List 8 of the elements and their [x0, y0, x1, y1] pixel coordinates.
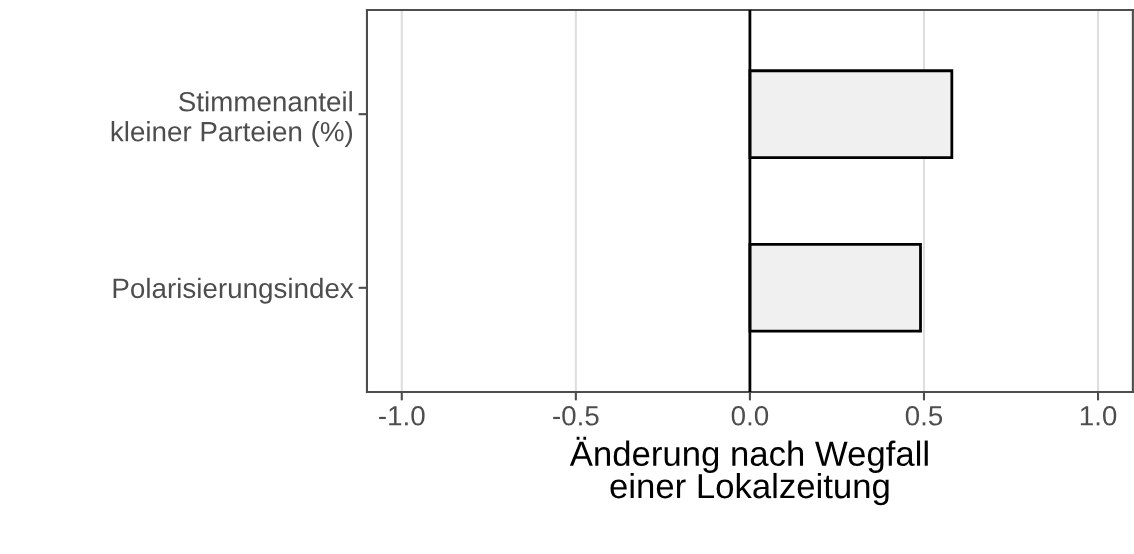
- y-tick-label: Polarisierungsindex: [113, 277, 354, 304]
- x-tick-label: 1.0: [1080, 405, 1117, 426]
- x-tick-label: -1.0: [379, 405, 425, 426]
- x-axis-title: Änderung nach Wegfall einer Lokalzeitung: [569, 436, 928, 506]
- x-tick-label: 0.0: [731, 405, 769, 426]
- y-tick-label: Stimmenanteil kleiner Parteien (%): [111, 91, 353, 147]
- x-tick-label: -0.5: [553, 405, 599, 426]
- x-tick-label: 0.5: [905, 405, 943, 426]
